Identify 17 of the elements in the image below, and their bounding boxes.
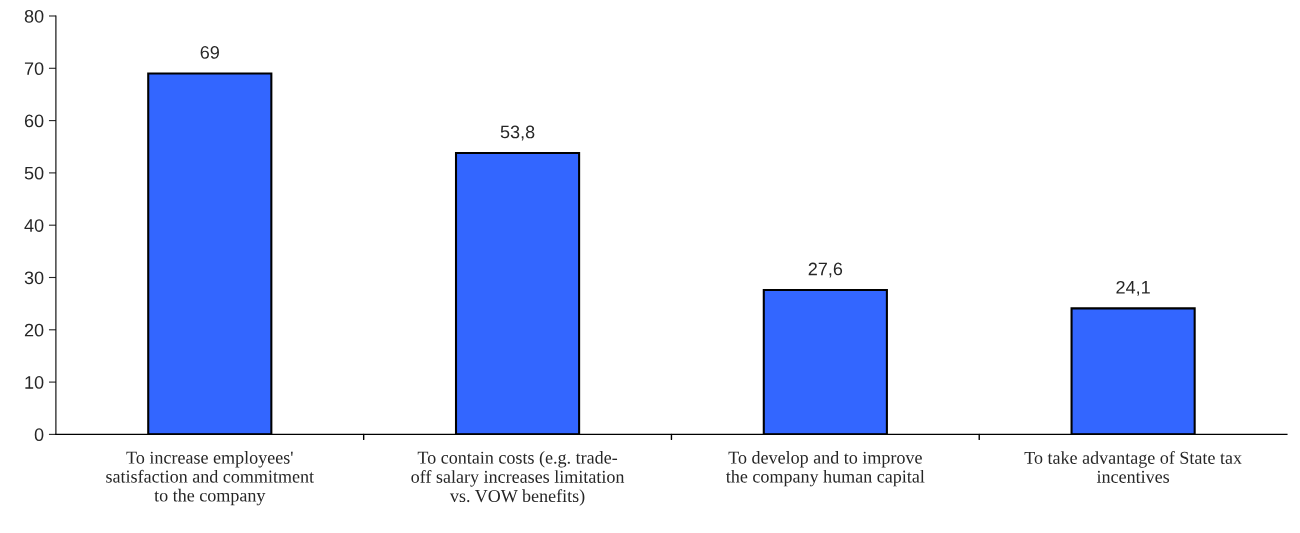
x-tick-label: To take advantage of State tax incentives bbox=[1024, 451, 1242, 483]
y-tick-label: 60 bbox=[24, 114, 44, 128]
x-tick-label: To contain costs (e.g. trade- off salary increases limitation vs. VOW benefits) bbox=[411, 451, 625, 506]
data-label: 69 bbox=[200, 46, 219, 59]
y-tick-label: 0 bbox=[34, 428, 44, 442]
y-tick-label: 40 bbox=[24, 219, 44, 232]
y-tick-label: 10 bbox=[25, 376, 44, 389]
data-label: 27,6 bbox=[808, 262, 843, 278]
y-tick-label: 70 bbox=[24, 62, 44, 76]
x-tick-label: To develop and to improve the company human capital bbox=[725, 451, 925, 487]
data-label: 53,8 bbox=[500, 125, 535, 141]
y-tick-label: 80 bbox=[24, 9, 44, 23]
y-tick-label: 20 bbox=[24, 323, 44, 337]
y-tick-label: 50 bbox=[24, 166, 44, 180]
data-label: 24,1 bbox=[1116, 280, 1150, 296]
x-tick-label: To increase employees' satisfaction and commitment to the company bbox=[106, 451, 314, 506]
y-tick-label: 30 bbox=[24, 271, 44, 285]
